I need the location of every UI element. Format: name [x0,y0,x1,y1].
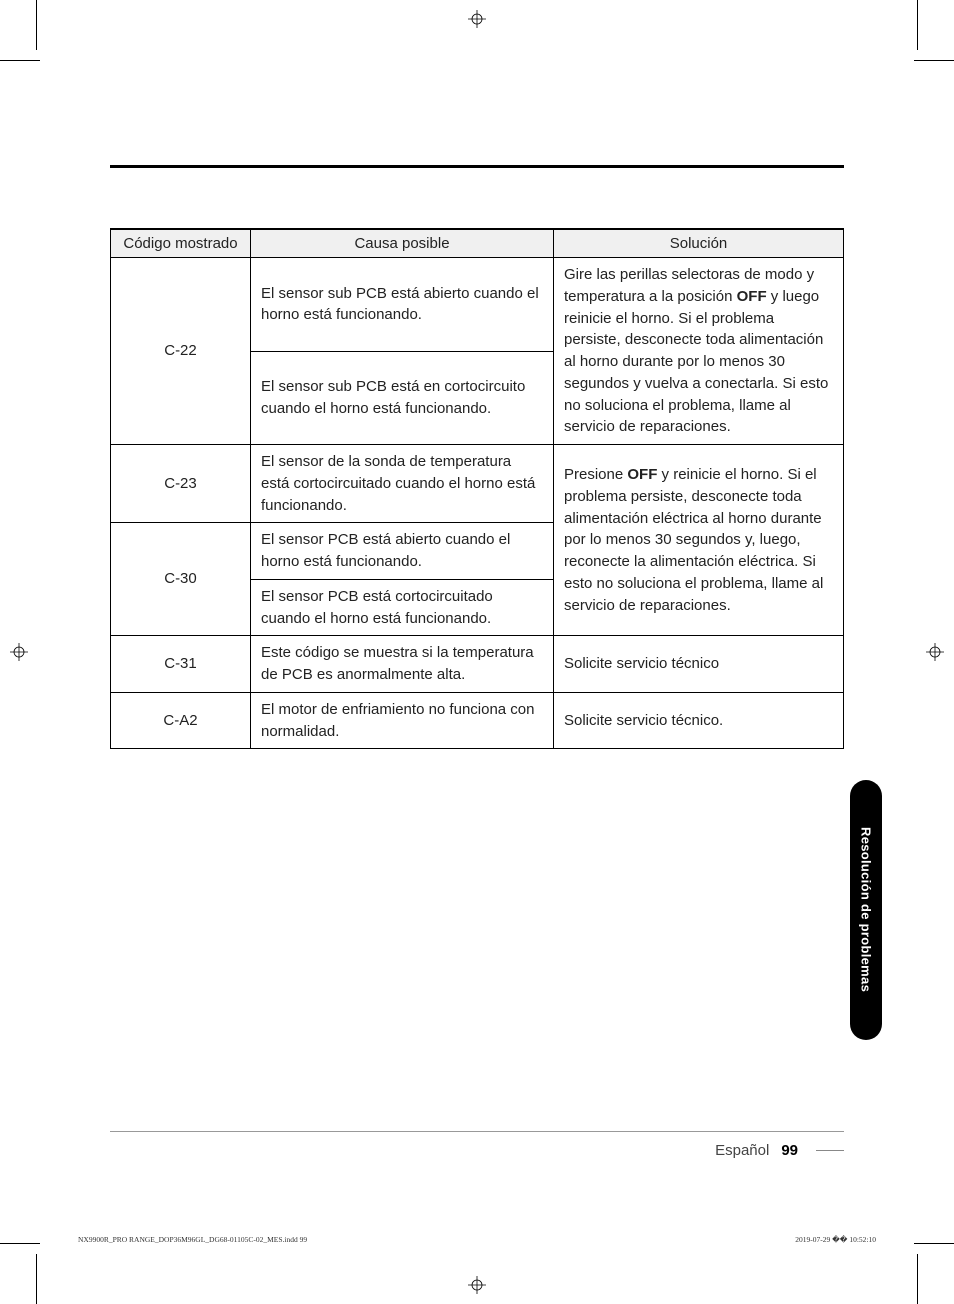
footer-rule [110,1131,844,1132]
solution-bold: OFF [627,466,657,483]
error-code-table: Código mostrado Causa posible Solución C… [110,228,844,749]
solution-cell: Presione OFF y reinicie el horno. Si el … [554,445,844,636]
solution-cell: Gire las perillas selectoras de modo y t… [554,258,844,445]
solution-cell: Solicite servicio técnico. [554,692,844,749]
section-tab: Resolución de problemas [850,780,882,1040]
table-row: C-22 El sensor sub PCB está abierto cuan… [111,258,844,352]
section-tab-label: Resolución de problemas [859,827,874,992]
col-cause-header: Causa posible [251,229,554,258]
imprint-filename: NX9900R_PRO RANGE_DOP36M96GL_DG68-01105C… [78,1235,307,1244]
solution-bold: OFF [737,288,767,305]
footer-dash [816,1150,844,1151]
cause-cell: El sensor sub PCB está abierto cuando el… [251,258,554,352]
table-row: C-23 El sensor de la sonda de temperatur… [111,445,844,523]
code-cell: C-23 [111,445,251,523]
solution-cell: Solicite servicio técnico [554,636,844,693]
crop-mark [0,60,40,61]
crop-mark [0,1243,40,1244]
col-code-header: Código mostrado [111,229,251,258]
cause-cell: Este código se muestra si la temperatura… [251,636,554,693]
registration-mark-icon [468,10,486,28]
crop-mark [914,1243,954,1244]
registration-mark-icon [10,643,28,661]
code-cell: C-31 [111,636,251,693]
registration-mark-icon [468,1276,486,1294]
page-footer: Español 99 [110,1131,844,1159]
solution-text: y reinicie el horno. Si el problema pers… [564,466,823,614]
footer-page-number: 99 [781,1142,798,1159]
code-cell: C-30 [111,523,251,636]
crop-mark [917,1254,918,1304]
crop-mark [914,60,954,61]
solution-text: y luego reinicie el horno. Si el problem… [564,288,828,436]
cause-cell: El motor de enfriamiento no funciona con… [251,692,554,749]
table-row: C-31 Este código se muestra si la temper… [111,636,844,693]
footer-language: Español [715,1142,769,1159]
crop-mark [36,0,37,50]
print-imprint: NX9900R_PRO RANGE_DOP36M96GL_DG68-01105C… [78,1235,876,1244]
col-solution-header: Solución [554,229,844,258]
code-cell: C-22 [111,258,251,445]
cause-cell: El sensor sub PCB está en cortocircuito … [251,351,554,445]
imprint-timestamp: 2019-07-29 �� 10:52:10 [795,1235,876,1244]
cause-cell: El sensor PCB está cortocircuitado cuand… [251,579,554,636]
crop-mark [917,0,918,50]
solution-text: Presione [564,466,627,483]
code-cell: C-A2 [111,692,251,749]
table-row: C-A2 El motor de enfriamiento no funcion… [111,692,844,749]
cause-cell: El sensor PCB está abierto cuando el hor… [251,523,554,580]
page-content: Código mostrado Causa posible Solución C… [110,165,844,1169]
section-rule [110,165,844,168]
registration-mark-icon [926,643,944,661]
crop-mark [36,1254,37,1304]
cause-cell: El sensor de la sonda de temperatura est… [251,445,554,523]
